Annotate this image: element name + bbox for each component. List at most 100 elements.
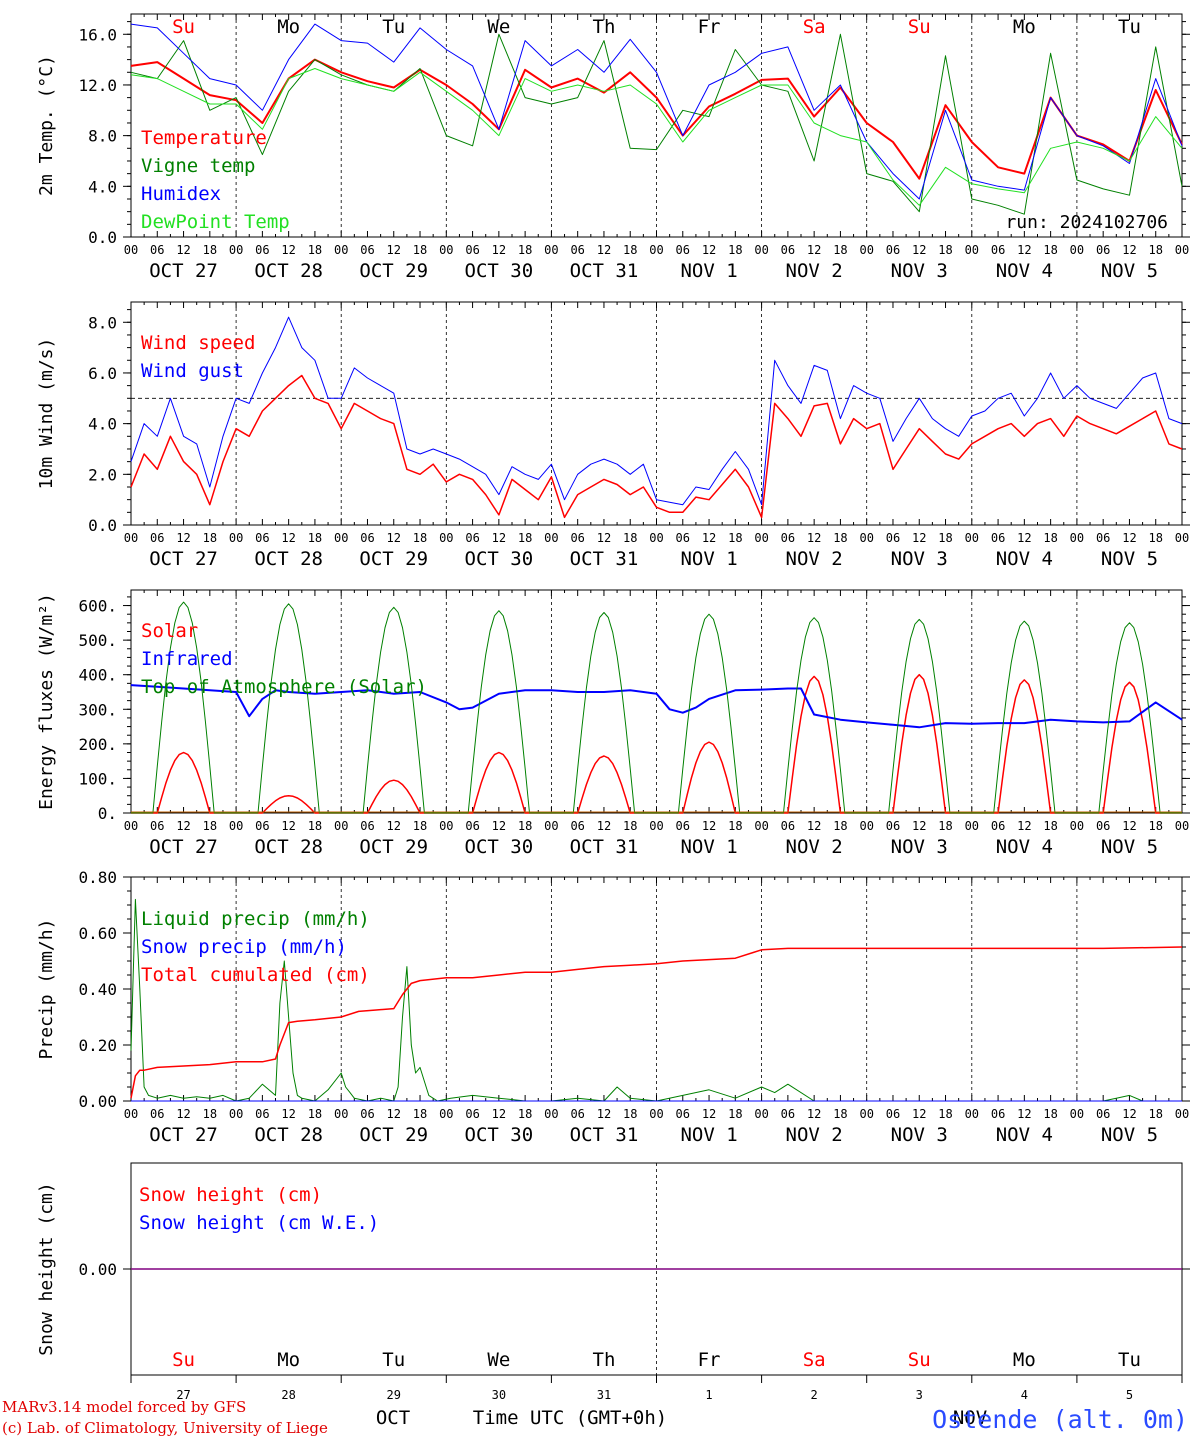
temp-hour-label: 06 xyxy=(150,243,164,257)
energy-hour-label: 00 xyxy=(965,819,979,833)
day-number-bottom: 30 xyxy=(492,1388,506,1402)
wind-hour-label: 06 xyxy=(150,531,164,545)
wind-hour-label: 06 xyxy=(255,531,269,545)
temp-hour-label: 00 xyxy=(439,243,453,257)
energy-hour-label: 06 xyxy=(1096,819,1110,833)
day-name-bottom: Th xyxy=(593,1349,616,1371)
energy-date-label: OCT 27 xyxy=(149,836,218,858)
day-name-bottom: Tu xyxy=(382,1349,405,1371)
wind-legend-0: Wind speed xyxy=(141,332,255,354)
wind-date-label: OCT 30 xyxy=(465,548,534,570)
energy-hour-label: 06 xyxy=(781,819,795,833)
wind-hour-label: 06 xyxy=(465,531,479,545)
energy-date-label: NOV 2 xyxy=(786,836,843,858)
energy-hour-label: 12 xyxy=(492,819,506,833)
energy-panel xyxy=(123,589,1190,814)
wind-hour-label: 00 xyxy=(859,531,873,545)
temp-legend-3: DewPoint Temp xyxy=(141,211,290,233)
day-number-bottom: 31 xyxy=(597,1388,611,1402)
day-name-top: Tu xyxy=(382,16,405,38)
precip-hour-label: 06 xyxy=(991,1107,1005,1121)
day-number-bottom: 5 xyxy=(1126,1388,1133,1402)
precip-hour-label: 00 xyxy=(649,1107,663,1121)
energy-ytick-label: 300. xyxy=(78,700,117,719)
wind-hour-label: 18 xyxy=(1148,531,1162,545)
wind-date-label: NOV 1 xyxy=(680,548,737,570)
precip-hour-label: 18 xyxy=(308,1107,322,1121)
wind-date-label: NOV 4 xyxy=(996,548,1053,570)
temp-hour-label: 06 xyxy=(886,243,900,257)
snow-panel xyxy=(123,1162,1190,1383)
day-name-top: Fr xyxy=(698,16,721,38)
wind-hour-label: 12 xyxy=(912,531,926,545)
energy-hour-label: 18 xyxy=(833,819,847,833)
precip-hour-label: 12 xyxy=(1017,1107,1031,1121)
wind-hour-label: 06 xyxy=(991,531,1005,545)
energy-hour-label: 18 xyxy=(1148,819,1162,833)
wind-ytick-label: 8.0 xyxy=(88,313,117,332)
day-name-top: We xyxy=(487,16,510,38)
energy-date-label: NOV 4 xyxy=(996,836,1053,858)
precip-hour-label: 00 xyxy=(439,1107,453,1121)
day-number-bottom: 2 xyxy=(811,1388,818,1402)
precip-hour-label: 00 xyxy=(965,1107,979,1121)
temp-hour-label: 06 xyxy=(465,243,479,257)
wind-panel xyxy=(123,301,1190,526)
wind-hour-label: 00 xyxy=(965,531,979,545)
precip-date-label: OCT 31 xyxy=(570,1124,639,1146)
precip-legend-0: Liquid precip (mm/h) xyxy=(141,908,370,930)
wind-hour-label: 06 xyxy=(676,531,690,545)
temp-ytick-label: 16.0 xyxy=(78,25,117,44)
energy-ylabel: Energy fluxes (W/m²) xyxy=(36,593,57,810)
month-label-2: NOV xyxy=(953,1407,987,1429)
temp-hour-label: 18 xyxy=(1148,243,1162,257)
energy-hour-label: 12 xyxy=(176,819,190,833)
energy-hour-label: 18 xyxy=(1043,819,1057,833)
temp-series-2 xyxy=(130,23,1183,200)
wind-hour-label: 06 xyxy=(781,531,795,545)
precip-hour-label: 18 xyxy=(413,1107,427,1121)
temp-date-label: OCT 28 xyxy=(254,260,323,282)
wind-hour-label: 00 xyxy=(229,531,243,545)
day-name-bottom: Su xyxy=(172,1349,195,1371)
temp-hour-label: 06 xyxy=(1096,243,1110,257)
energy-hour-label: 18 xyxy=(623,819,637,833)
temp-date-label: OCT 31 xyxy=(570,260,639,282)
precip-ytick-label: 0.80 xyxy=(78,868,117,887)
temp-series-0 xyxy=(130,58,1183,180)
day-name-top: Su xyxy=(172,16,195,38)
temp-hour-label: 06 xyxy=(781,243,795,257)
precip-hour-label: 12 xyxy=(492,1107,506,1121)
energy-hour-label: 00 xyxy=(859,819,873,833)
precip-hour-label: 00 xyxy=(124,1107,138,1121)
precip-date-label: OCT 30 xyxy=(465,1124,534,1146)
energy-hour-label: 12 xyxy=(597,819,611,833)
precip-ytick-label: 0.60 xyxy=(78,924,117,943)
energy-ytick-label: 600. xyxy=(78,597,117,616)
day-number-bottom: 27 xyxy=(176,1388,190,1402)
precip-hour-label: 18 xyxy=(833,1107,847,1121)
temp-hour-label: 12 xyxy=(1017,243,1031,257)
temp-ytick-label: 12.0 xyxy=(78,76,117,95)
energy-series-2 xyxy=(131,601,1182,814)
precip-date-label: NOV 3 xyxy=(891,1124,948,1146)
energy-hour-label: 12 xyxy=(387,819,401,833)
energy-date-label: NOV 5 xyxy=(1101,836,1158,858)
temp-hour-label: 00 xyxy=(229,243,243,257)
precip-hour-label: 06 xyxy=(676,1107,690,1121)
wind-hour-label: 18 xyxy=(623,531,637,545)
energy-hour-label: 06 xyxy=(255,819,269,833)
temp-hour-label: 06 xyxy=(255,243,269,257)
precip-hour-label: 06 xyxy=(360,1107,374,1121)
wind-hour-label: 18 xyxy=(833,531,847,545)
wind-date-label: OCT 31 xyxy=(570,548,639,570)
precip-hour-label: 12 xyxy=(702,1107,716,1121)
wind-hour-label: 12 xyxy=(1017,531,1031,545)
temp-date-label: OCT 27 xyxy=(149,260,218,282)
temp-legend-0: Temperature xyxy=(141,127,267,149)
temp-hour-label: 00 xyxy=(649,243,663,257)
temp-hour-label: 06 xyxy=(991,243,1005,257)
energy-hour-label: 12 xyxy=(1122,819,1136,833)
day-name-bottom: Mo xyxy=(277,1349,300,1371)
day-name-top: Mo xyxy=(277,16,300,38)
